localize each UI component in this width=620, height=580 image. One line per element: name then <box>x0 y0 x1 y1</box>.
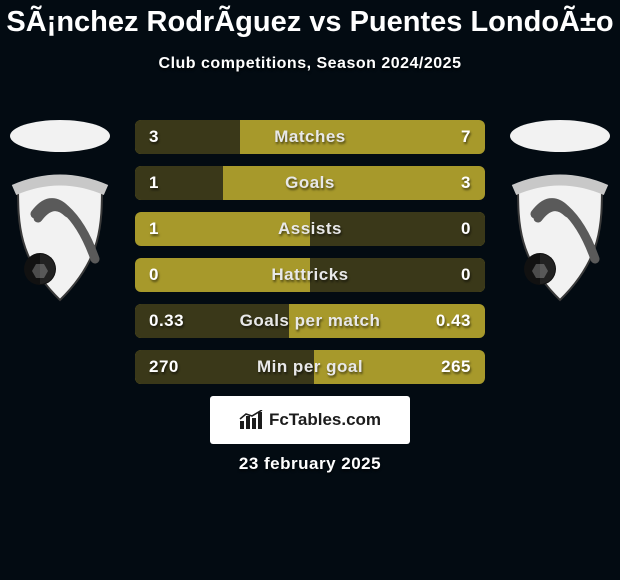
stat-label: Goals <box>135 173 485 193</box>
date-text: 23 february 2025 <box>0 454 620 474</box>
crest-right <box>510 174 610 304</box>
stat-row: 10Assists <box>135 212 485 246</box>
stat-label: Goals per match <box>135 311 485 331</box>
brand-badge[interactable]: FcTables.com <box>210 396 410 444</box>
shield-icon <box>10 174 110 304</box>
stats-table: 37Matches 13Goals 10Assists 00Hattricks 0.33… <box>135 120 485 384</box>
stat-label: Hattricks <box>135 265 485 285</box>
chart-icon <box>239 410 263 430</box>
stat-row: 270265Min per goal <box>135 350 485 384</box>
stat-row: 00Hattricks <box>135 258 485 292</box>
stat-label: Min per goal <box>135 357 485 377</box>
crest-left <box>10 174 110 304</box>
stat-label: Matches <box>135 127 485 147</box>
flag-right <box>510 120 610 152</box>
stat-row: 37Matches <box>135 120 485 154</box>
comparison-card: SÃ¡nchez RodrÃ­guez vs Puentes LondoÃ±o … <box>0 0 620 580</box>
stat-row: 0.330.43Goals per match <box>135 304 485 338</box>
player-right-block <box>510 120 610 304</box>
shield-icon <box>510 174 610 304</box>
flag-left <box>10 120 110 152</box>
stat-row: 13Goals <box>135 166 485 200</box>
stat-label: Assists <box>135 219 485 239</box>
brand-text: FcTables.com <box>269 410 381 430</box>
player-left-block <box>10 120 110 304</box>
page-subtitle: Club competitions, Season 2024/2025 <box>0 55 620 73</box>
page-title: SÃ¡nchez RodrÃ­guez vs Puentes LondoÃ±o <box>0 0 620 39</box>
